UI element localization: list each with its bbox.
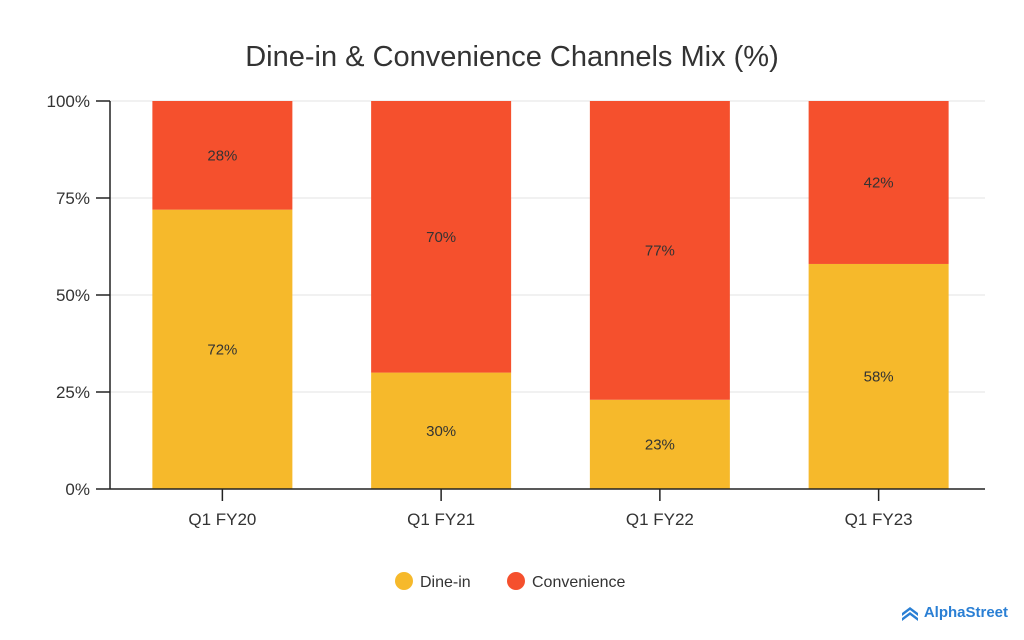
alphastreet-logo-icon xyxy=(901,606,918,621)
x-tick-label: Q1 FY21 xyxy=(407,510,475,529)
x-axis-ticks: Q1 FY20 Q1 FY21 Q1 FY22 Q1 FY23 xyxy=(188,489,913,529)
legend: Dine-in Convenience xyxy=(395,572,626,591)
data-label: 70% xyxy=(426,229,456,246)
bar-dine-in-1 xyxy=(152,209,293,489)
legend-item-dine-in: Dine-in xyxy=(395,572,471,591)
data-label: 28% xyxy=(207,147,237,164)
y-tick-label: 25% xyxy=(56,383,90,402)
bar-dine-in-2 xyxy=(371,372,512,489)
bar-convenience-3 xyxy=(589,101,730,400)
legend-marker xyxy=(507,572,525,590)
y-tick-label: 100% xyxy=(47,92,90,111)
bar-dine-in-4 xyxy=(808,263,949,489)
x-tick-label: Q1 FY22 xyxy=(626,510,694,529)
bar-convenience-2 xyxy=(371,101,512,373)
y-axis-ticks: 0% 25% 50% 75% 100% xyxy=(47,92,110,499)
legend-marker xyxy=(395,572,413,590)
brand-logo: AlphaStreet xyxy=(900,604,1008,621)
data-label: 30% xyxy=(426,423,456,440)
y-tick-label: 75% xyxy=(56,189,90,208)
data-label: 23% xyxy=(645,436,675,453)
y-tick-label: 0% xyxy=(65,480,90,499)
data-labels: 72% 28% 30% 70% 23% 77% 58% 42% xyxy=(207,147,893,453)
legend-label: Convenience xyxy=(532,574,626,591)
bar-convenience-4 xyxy=(808,101,949,264)
x-tick-label: Q1 FY20 xyxy=(188,510,256,529)
data-label: 77% xyxy=(645,242,675,259)
data-label: 72% xyxy=(207,341,237,358)
chart-title: Dine-in & Convenience Channels Mix (%) xyxy=(245,41,779,73)
bar-dine-in-3 xyxy=(589,399,730,489)
bar-convenience-1 xyxy=(152,101,293,210)
data-label: 42% xyxy=(864,174,894,191)
data-label: 58% xyxy=(864,368,894,385)
y-tick-label: 50% xyxy=(56,286,90,305)
legend-item-convenience: Convenience xyxy=(507,572,626,591)
x-tick-label: Q1 FY23 xyxy=(845,510,913,529)
legend-label: Dine-in xyxy=(420,574,471,591)
bars xyxy=(152,101,949,489)
brand-name: AlphaStreet xyxy=(923,604,1008,621)
